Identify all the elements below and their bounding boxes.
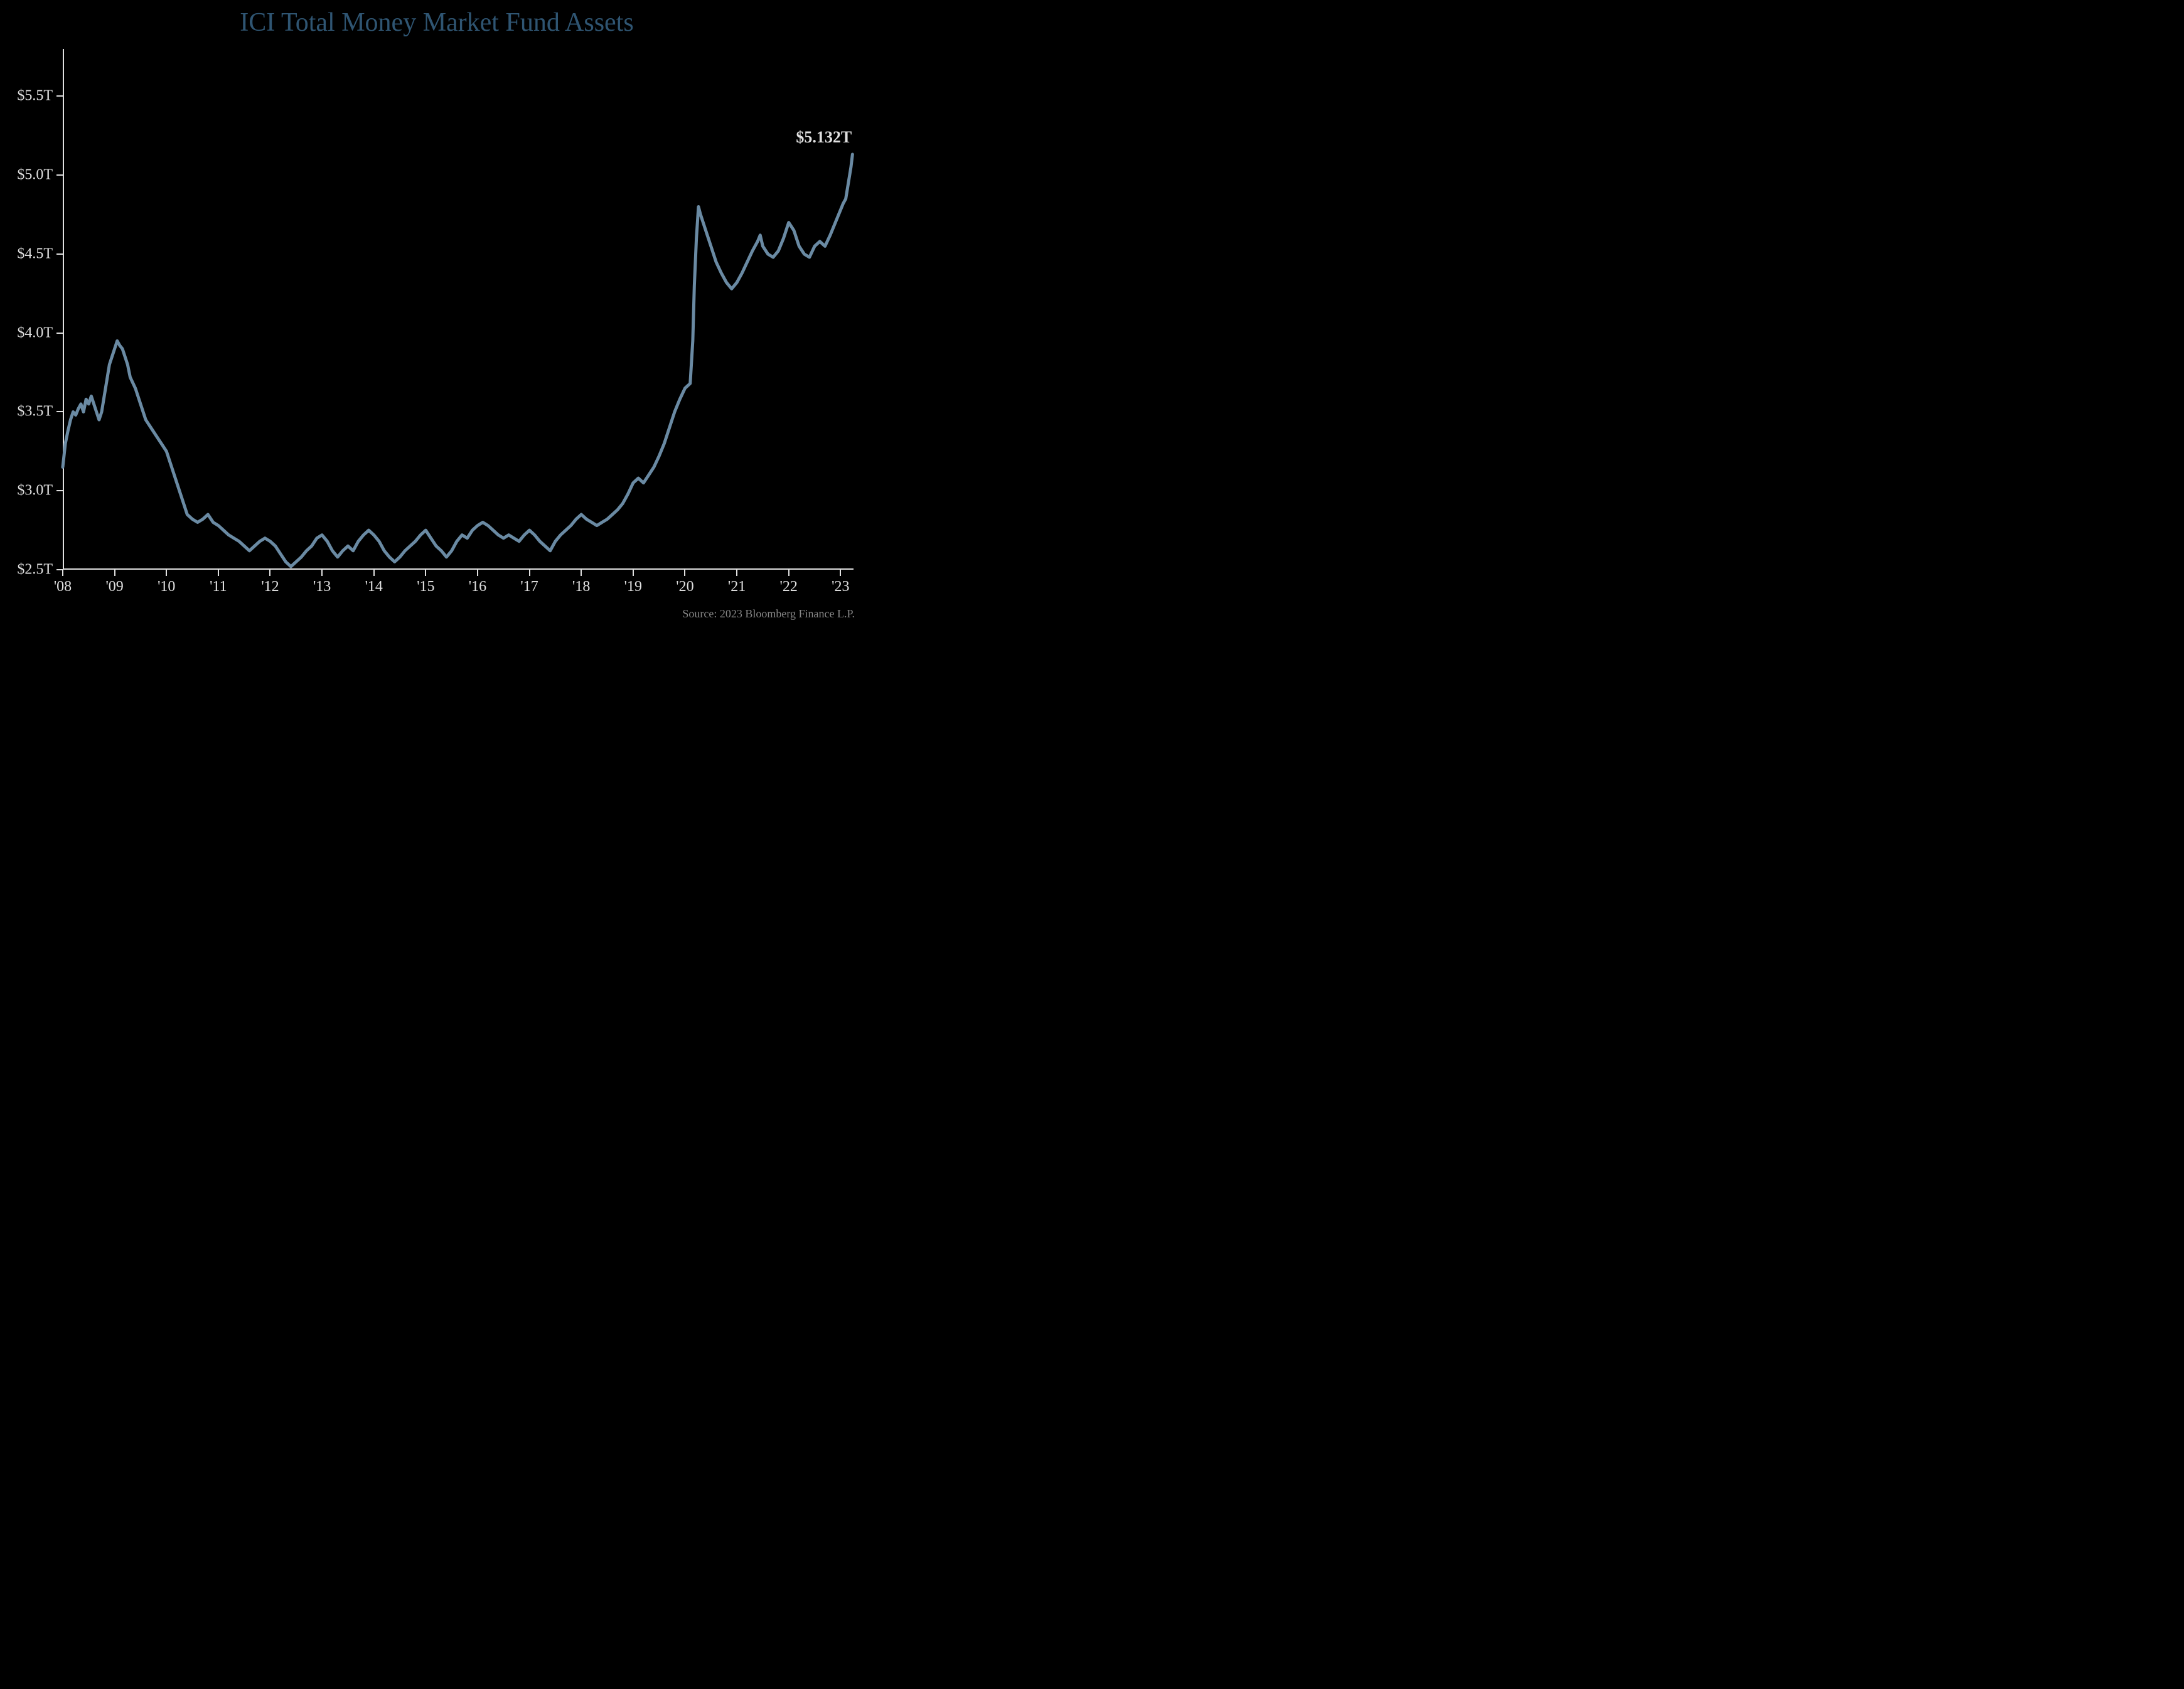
x-tick-label: '18 <box>572 578 590 595</box>
line-series <box>63 49 854 570</box>
x-tick-mark <box>114 570 115 576</box>
x-tick-label: '21 <box>728 578 746 595</box>
x-tick-label: '12 <box>261 578 279 595</box>
y-tick-mark <box>56 333 63 334</box>
y-tick-mark <box>56 95 63 97</box>
x-tick-mark <box>477 570 478 576</box>
x-tick-label: '09 <box>105 578 123 595</box>
x-tick-mark <box>684 570 685 576</box>
x-tick-mark <box>840 570 841 576</box>
x-tick-mark <box>425 570 426 576</box>
y-tick-label: $4.0T <box>17 324 53 341</box>
x-tick-mark <box>218 570 219 576</box>
y-tick-mark <box>56 253 63 255</box>
y-tick-label: $5.0T <box>17 167 53 184</box>
x-tick-mark <box>321 570 323 576</box>
x-tick-label: '08 <box>54 578 72 595</box>
x-tick-mark <box>62 570 63 576</box>
x-tick-mark <box>529 570 530 576</box>
y-tick-mark <box>56 174 63 176</box>
x-tick-label: '20 <box>676 578 693 595</box>
x-tick-label: '11 <box>210 578 227 595</box>
x-tick-label: '23 <box>832 578 849 595</box>
source-text: Source: 2023 Bloomberg Finance L.P. <box>682 607 855 621</box>
chart-title: ICI Total Money Market Fund Assets <box>0 8 874 38</box>
x-tick-label: '22 <box>780 578 798 595</box>
x-tick-mark <box>633 570 634 576</box>
x-tick-mark <box>788 570 790 576</box>
x-tick-mark <box>736 570 737 576</box>
x-tick-mark <box>166 570 167 576</box>
x-tick-mark <box>581 570 582 576</box>
x-tick-label: '14 <box>365 578 383 595</box>
x-tick-label: '17 <box>520 578 538 595</box>
y-tick-mark <box>56 411 63 412</box>
x-tick-mark <box>373 570 375 576</box>
x-tick-label: '19 <box>624 578 642 595</box>
x-tick-label: '13 <box>313 578 331 595</box>
x-tick-label: '15 <box>417 578 434 595</box>
y-tick-label: $4.5T <box>17 245 53 262</box>
y-tick-label: $2.5T <box>17 562 53 578</box>
plot-area: $5.132T <box>63 49 854 570</box>
y-tick-label: $3.5T <box>17 403 53 420</box>
end-value-label: $5.132T <box>796 128 852 147</box>
y-tick-label: $3.0T <box>17 482 53 499</box>
x-tick-label: '16 <box>469 578 486 595</box>
y-tick-label: $5.5T <box>17 88 53 105</box>
chart-container: ICI Total Money Market Fund Assets $5.13… <box>0 0 874 675</box>
x-tick-mark <box>269 570 270 576</box>
y-tick-mark <box>56 490 63 491</box>
x-tick-label: '10 <box>158 578 175 595</box>
